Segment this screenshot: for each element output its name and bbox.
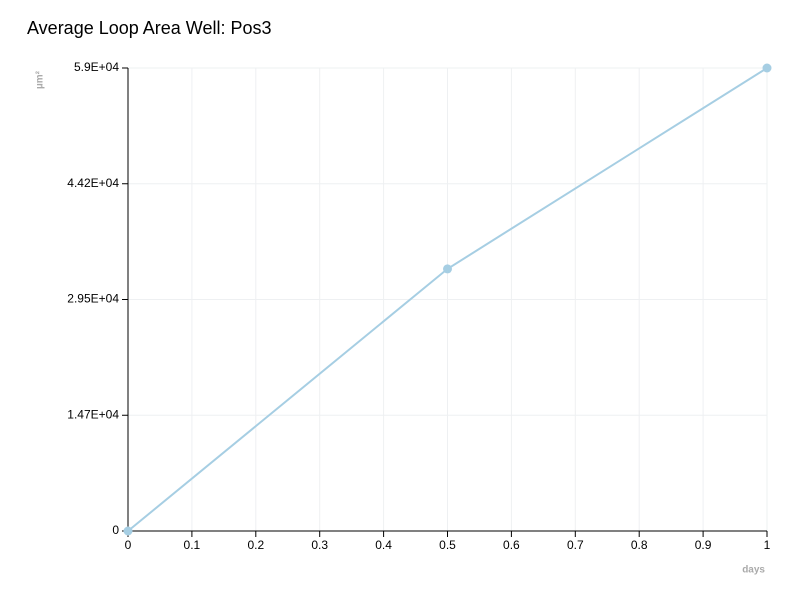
x-tick-label: 0.9: [695, 538, 712, 552]
y-tick-label: 4.42E+04: [67, 176, 119, 190]
x-tick-label: 0.2: [247, 538, 264, 552]
x-tick-label: 0.5: [439, 538, 456, 552]
x-tick-label: 0.6: [503, 538, 520, 552]
x-tick-label: 0.3: [311, 538, 328, 552]
x-tick-label: 0.7: [567, 538, 584, 552]
y-axis-label: µm²: [35, 70, 46, 89]
x-tick-label: 0: [125, 538, 132, 552]
chart-title: Average Loop Area Well: Pos3: [27, 18, 272, 38]
y-tick-label: 0: [112, 523, 119, 537]
x-tick-label: 1: [764, 538, 771, 552]
y-tick-label: 5.9E+04: [74, 60, 119, 74]
point: [762, 63, 772, 73]
point: [443, 264, 452, 274]
point: [123, 526, 133, 536]
x-axis-label: days: [742, 565, 765, 576]
x-tick-label: 0.8: [631, 538, 648, 552]
x-tick-label: 0.4: [375, 538, 392, 552]
y-tick-label: 1.47E+04: [67, 407, 119, 421]
y-tick-label: 2.95E+04: [67, 292, 119, 306]
x-tick-label: 0.1: [184, 538, 201, 552]
